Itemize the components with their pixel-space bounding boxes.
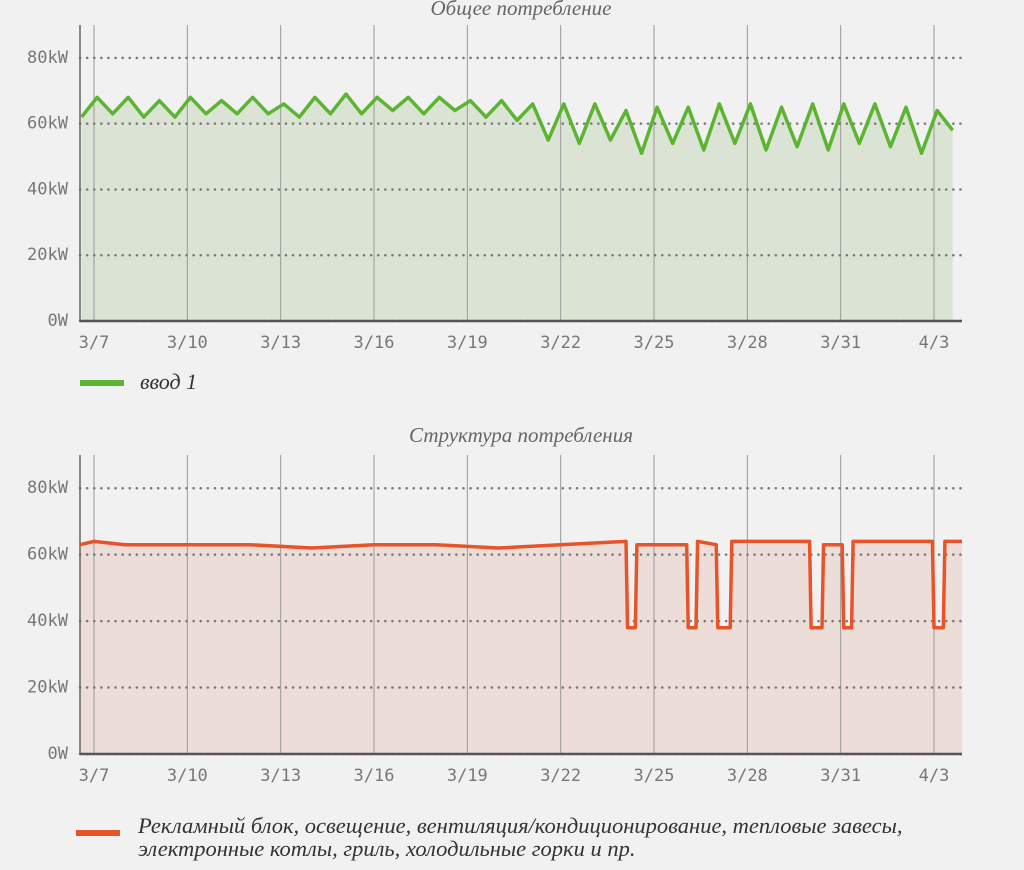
x-tick-label: 3/16 bbox=[354, 333, 395, 353]
x-tick-label: 3/25 bbox=[634, 333, 675, 353]
x-tick-label: 3/7 bbox=[79, 333, 110, 353]
x-tick-label: 3/19 bbox=[447, 766, 488, 786]
x-tick-label: 3/13 bbox=[260, 333, 301, 353]
x-tick-label: 3/19 bbox=[447, 333, 488, 353]
legend-label: ввод 1 bbox=[140, 369, 197, 394]
y-tick-label: 20kW bbox=[27, 245, 69, 265]
area-fill bbox=[80, 541, 962, 754]
x-tick-label: 3/13 bbox=[260, 766, 301, 786]
chart-title: Общее потребление bbox=[431, 0, 612, 20]
y-tick-label: 80kW bbox=[27, 48, 69, 68]
x-tick-label: 3/31 bbox=[820, 333, 861, 353]
x-tick-label: 3/10 bbox=[167, 766, 208, 786]
y-tick-label: 60kW bbox=[27, 545, 69, 565]
y-tick-label: 0W bbox=[48, 311, 69, 331]
chart-title: Структура потребления bbox=[409, 423, 633, 447]
x-tick-label: 4/3 bbox=[919, 766, 950, 786]
x-tick-label: 3/28 bbox=[727, 333, 768, 353]
x-tick-label: 3/22 bbox=[540, 333, 581, 353]
x-tick-label: 3/16 bbox=[354, 766, 395, 786]
y-tick-label: 20kW bbox=[27, 678, 69, 698]
x-tick-label: 3/10 bbox=[167, 333, 208, 353]
x-tick-label: 3/22 bbox=[540, 766, 581, 786]
series-line bbox=[80, 92, 955, 156]
y-tick-label: 80kW bbox=[27, 478, 69, 498]
area-fill bbox=[81, 94, 953, 321]
series-line bbox=[79, 539, 962, 630]
y-tick-label: 0W bbox=[48, 744, 69, 764]
x-tick-label: 3/31 bbox=[820, 766, 861, 786]
x-tick-label: 3/28 bbox=[727, 766, 768, 786]
x-tick-label: 4/3 bbox=[919, 333, 950, 353]
x-tick-label: 3/25 bbox=[634, 766, 675, 786]
y-tick-label: 60kW bbox=[27, 114, 69, 134]
y-tick-label: 40kW bbox=[27, 611, 69, 631]
y-tick-label: 40kW bbox=[27, 179, 69, 199]
x-tick-label: 3/7 bbox=[79, 766, 110, 786]
legend-label: Рекламный блок, освещение, вентиляция/ко… bbox=[138, 813, 903, 861]
